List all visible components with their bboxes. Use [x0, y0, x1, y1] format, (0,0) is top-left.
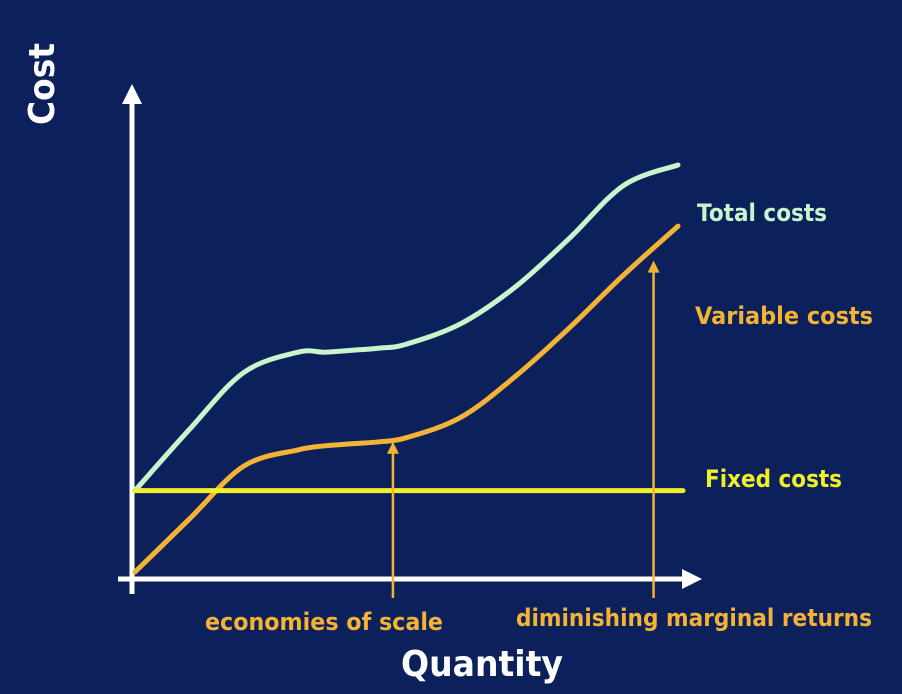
variable-costs-line	[132, 223, 681, 575]
y-axis-arrow-icon	[122, 84, 142, 104]
fixed-costs-label: Fixed costs	[705, 465, 842, 493]
total-costs-label: Total costs	[697, 199, 827, 227]
economies-of-scale-label: economies of scale	[205, 608, 443, 636]
diminishing-returns-arrow-icon	[647, 260, 660, 273]
total-costs-line	[132, 162, 681, 494]
diminishing-returns-label: diminishing marginal returns	[516, 604, 872, 632]
x-axis-title: Quantity	[401, 644, 563, 685]
variable-costs-label: Variable costs	[695, 302, 873, 330]
x-axis-arrow-icon	[682, 569, 702, 589]
y-axis-title: Cost	[22, 43, 63, 125]
economies-of-scale-arrow-icon	[386, 441, 399, 454]
